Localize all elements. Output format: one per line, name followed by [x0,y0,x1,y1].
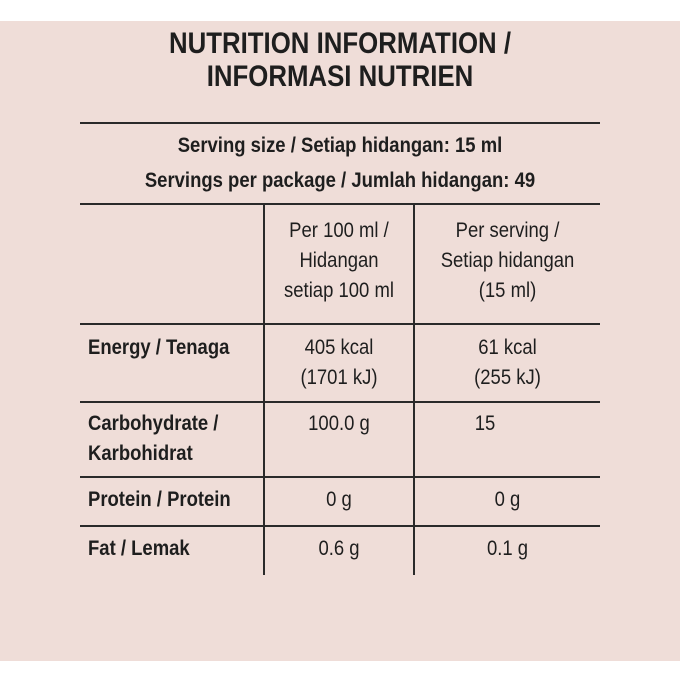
header-per-serving: Per serving / Setiap hidangan (15 ml) [426,216,589,306]
header-per-100ml-line: setiap 100 ml [284,279,394,302]
value-line: 100.0 g [308,412,370,435]
serving-size: Serving size / Setiap hidangan: 15 ml [177,134,503,157]
header-per-serving-line: (15 ml) [478,279,537,302]
row-protein-label: Protein / Protein [88,485,241,515]
row-fat-label: Fat / Lemak [88,534,241,564]
row-carbohydrate-per100: 100.0 g [274,409,404,439]
divider-header [80,323,600,325]
row-carbohydrate-label: Carbohydrate / Karbohidrat [88,409,241,469]
row-fat-per100: 0.6 g [274,534,404,564]
value-line: 0.6 g [318,537,360,560]
row-energy-per100: 405 kcal (1701 kJ) [274,333,404,393]
divider-carbohydrate [80,476,600,478]
row-label-line: Energy / Tenaga [88,336,230,359]
row-energy-serving: 61 kcal (255 kJ) [426,333,589,393]
row-carbohydrate-serving: 15 [423,409,546,439]
servings-per-package: Servings per package / Jumlah hidangan: … [144,169,536,192]
row-label-line: Fat / Lemak [88,537,190,560]
value-line: 61 kcal [478,336,537,359]
divider-title [80,122,600,124]
column-separator-2 [413,205,415,575]
header-per-100ml-line: Per 100 ml / [289,219,389,242]
header-per-serving-line: Per serving / [455,219,560,242]
value-line: (255 kJ) [474,366,541,389]
row-fat-serving: 0.1 g [426,534,589,564]
title-line-2: INFORMASI NUTRIEN [206,60,474,93]
label-background [0,21,680,661]
row-label-line: Karbohidrat [88,442,193,465]
header-per-100ml: Per 100 ml / Hidangan setiap 100 ml [274,216,404,306]
row-protein-serving: 0 g [426,485,589,515]
row-energy-label: Energy / Tenaga [88,333,241,363]
value-line: 0.1 g [486,537,529,560]
title-line-1: NUTRITION INFORMATION / [168,27,512,60]
divider-energy [80,401,600,403]
value-line: 0 g [494,488,521,511]
value-line: 0 g [326,488,352,511]
row-label-line: Protein / Protein [88,488,231,511]
divider-serving [80,203,600,205]
header-per-serving-line: Setiap hidangan [440,249,575,272]
value-line: (1701 kJ) [300,366,378,389]
row-label-line: Carbohydrate / [88,412,219,435]
divider-protein [80,525,600,527]
value-line: 15 [474,412,496,435]
nutrition-title: NUTRITION INFORMATION / INFORMASI NUTRIE… [116,27,563,93]
row-protein-per100: 0 g [274,485,404,515]
value-line: 405 kcal [304,336,374,359]
header-per-100ml-line: Hidangan [299,249,379,272]
column-separator-1 [263,205,265,575]
